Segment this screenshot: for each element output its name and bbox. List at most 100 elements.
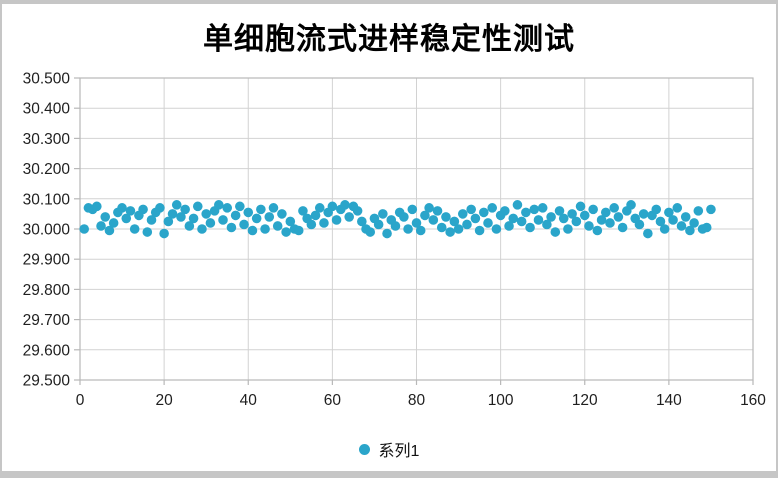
data-point [672,203,683,213]
data-point [403,224,413,234]
data-point [239,219,249,230]
data-point [441,212,451,222]
data-point [226,222,237,233]
data-point [117,203,127,213]
data-point [571,216,582,227]
data-point [453,224,464,234]
data-point [563,224,573,234]
data-point [558,213,569,224]
data-point [171,200,182,210]
y-tick-label: 29.800 [23,282,71,299]
data-point [685,225,695,236]
data-point [176,212,186,222]
y-tick-label: 29.700 [23,312,71,329]
data-point [617,222,628,233]
data-point [159,228,169,239]
data-point [592,225,603,236]
data-point [247,225,258,236]
data-point [314,203,325,213]
data-point [483,218,493,228]
data-point [222,203,233,213]
data-point [256,204,266,215]
data-point [546,212,556,222]
data-point [235,201,245,212]
data-point [293,225,304,236]
data-point [146,215,157,225]
data-point [516,216,527,227]
data-point [487,203,498,213]
data-point [533,215,544,225]
data-point [491,224,502,234]
data-point [390,221,401,231]
data-point [184,221,195,231]
data-point [129,224,140,234]
data-point [272,221,283,231]
data-point [264,212,275,222]
x-tick-label: 120 [572,392,598,409]
y-tick-label: 30.100 [23,191,71,208]
data-point [554,206,565,216]
x-tick-label: 160 [740,392,766,409]
data-point [500,206,510,216]
data-point [260,224,270,234]
series1-legend-label: 系列1 [378,443,420,460]
data-point [676,221,687,231]
y-tick-label: 30.500 [23,71,71,88]
data-point [424,203,434,213]
data-point [567,209,577,219]
x-tick-label: 20 [156,392,174,409]
data-point [357,216,367,227]
data-point [457,209,468,219]
data-point [706,204,716,215]
data-point [92,201,102,212]
data-point [542,219,552,230]
data-point [319,218,329,228]
data-point [680,212,691,222]
data-point [479,207,489,218]
data-point [344,212,355,222]
data-point [125,206,136,216]
data-point [613,212,624,222]
data-point [508,213,519,224]
data-point [155,203,165,213]
data-point [525,222,535,233]
data-point [474,225,485,236]
data-point [306,219,317,230]
data-point [100,212,111,222]
y-tick-label: 29.600 [23,342,71,359]
data-point [180,204,190,215]
data-point [378,209,388,219]
data-point [327,201,338,212]
data-point [277,209,287,219]
data-point [537,203,548,213]
data-point [529,204,540,215]
data-point [521,207,531,218]
data-point [268,203,279,213]
data-point [340,200,350,210]
data-point [462,219,472,230]
chart-title: 单细胞流式进样稳定性测试 [203,22,575,57]
data-point [470,213,481,224]
data-point [310,210,321,221]
data-point [420,210,430,221]
y-tick-label: 29.900 [23,252,71,269]
data-point [575,201,586,212]
data-point [192,201,203,212]
data-point [218,215,228,225]
data-point [588,204,598,215]
y-tick-label: 30.400 [23,101,71,118]
y-tick-label: 29.500 [23,373,71,390]
data-point [331,215,342,225]
data-point [634,219,645,230]
y-tick-label: 30.000 [23,222,71,239]
y-tick-label: 30.200 [23,161,71,178]
data-point [693,206,704,216]
data-point [298,206,308,216]
data-point [399,212,409,222]
data-point [428,215,439,225]
data-point [163,216,174,227]
data-point [436,222,447,233]
data-point [605,218,615,228]
data-point [108,218,119,228]
